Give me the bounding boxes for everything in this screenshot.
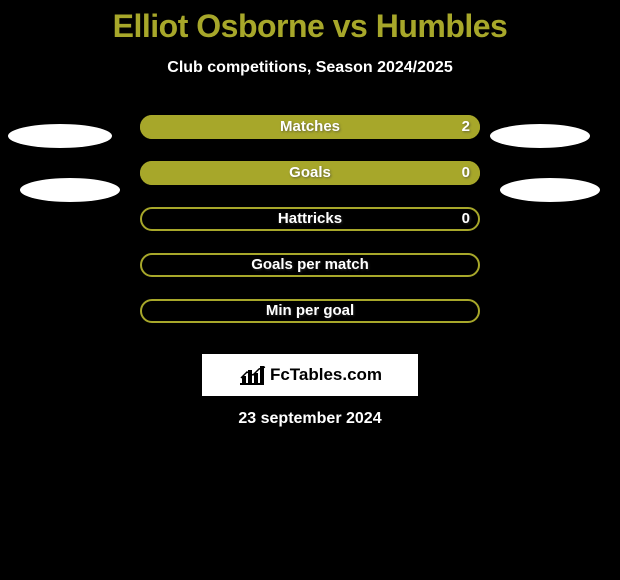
stat-row: Goals per match [0,253,620,277]
logo-text: FcTables.com [270,365,382,385]
decorative-ellipse [490,124,590,148]
stat-label: Min per goal [140,299,480,323]
stat-value: 2 [462,115,470,139]
stat-label: Hattricks [140,207,480,231]
logo-badge: FcTables.com [202,354,418,396]
page-subtitle: Club competitions, Season 2024/2025 [0,59,620,77]
stat-bar: Goals0 [140,161,480,185]
stat-label: Goals [140,161,480,185]
bar-chart-icon [238,364,266,386]
decorative-ellipse [20,178,120,202]
stat-bar: Goals per match [140,253,480,277]
stat-label: Goals per match [140,253,480,277]
stat-bar: Matches2 [140,115,480,139]
decorative-ellipse [8,124,112,148]
stat-value: 0 [462,161,470,185]
decorative-ellipse [500,178,600,202]
stat-label: Matches [140,115,480,139]
stat-row: Hattricks0 [0,207,620,231]
stat-bar: Hattricks0 [140,207,480,231]
stat-bar: Min per goal [140,299,480,323]
stat-row: Min per goal [0,299,620,323]
stat-value: 0 [462,207,470,231]
page-title: Elliot Osborne vs Humbles [0,0,620,45]
date-text: 23 september 2024 [0,410,620,428]
